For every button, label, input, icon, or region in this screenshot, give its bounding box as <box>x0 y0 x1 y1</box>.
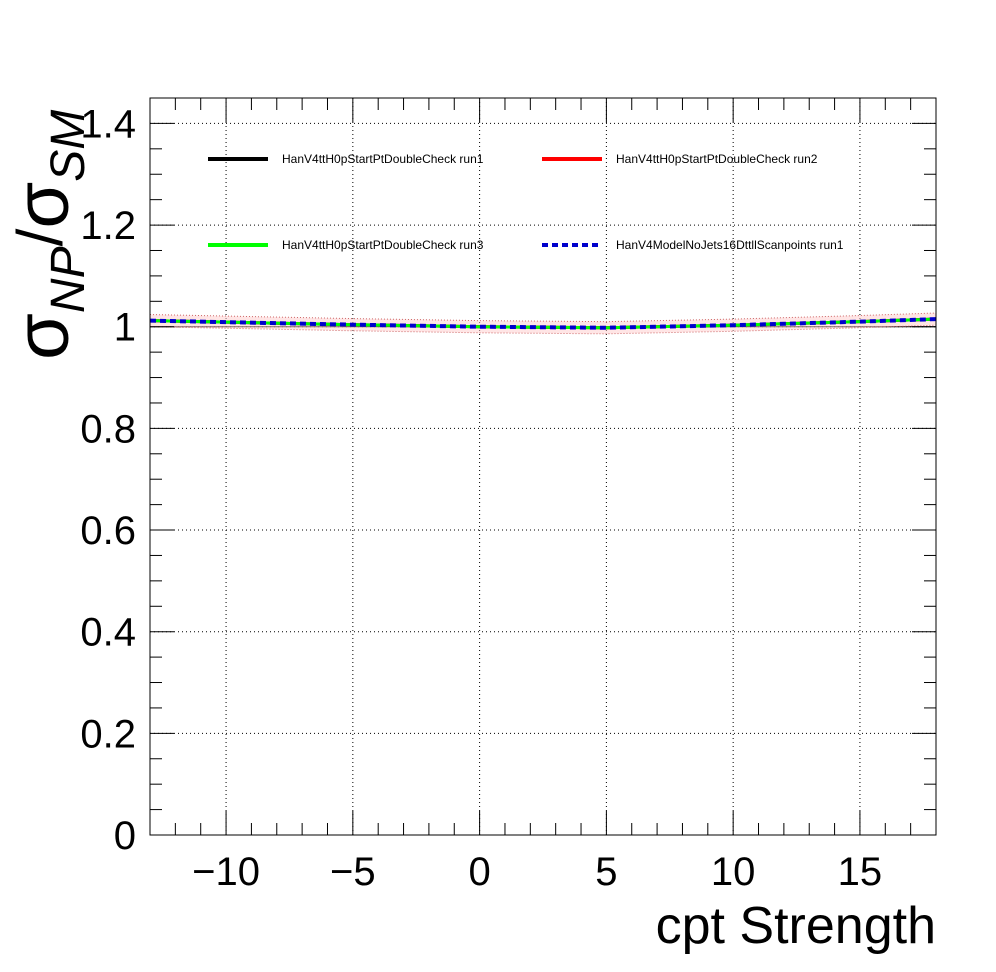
y-axis-title-sigma: σ <box>0 313 85 360</box>
x-tick-label: 0 <box>468 850 490 894</box>
y-axis-title-sep: / <box>4 228 76 246</box>
x-axis-title: cpt Strength <box>656 897 936 955</box>
y-axis-title-sm: SM <box>42 110 95 182</box>
y-tick-label: 0.8 <box>80 407 136 451</box>
series-line-4 <box>149 317 937 330</box>
y-tick-label: 1.2 <box>80 204 136 248</box>
plot-frame <box>149 97 937 836</box>
y-axis-title-sigma-2: σ <box>0 182 85 229</box>
x-tick-label: 10 <box>711 850 756 894</box>
x-tick-label: −5 <box>330 850 376 894</box>
svg-text:σNP/σSM: σNP/σSM <box>0 110 95 360</box>
y-tick-label: 0 <box>114 814 136 858</box>
series-lines <box>149 317 937 330</box>
x-tick-labels: −10 −5 0 5 10 15 <box>192 850 882 894</box>
legend-label-1: HanV4ttH0pStartPtDoubleCheck run1 <box>282 152 484 166</box>
legend: HanV4ttH0pStartPtDoubleCheck run1 HanV4tt… <box>208 152 844 252</box>
y-tick-label: 0.6 <box>80 509 136 553</box>
x-tick-label: −10 <box>192 850 260 894</box>
legend-label-4: HanV4ModelNoJets16DttllScanpoints run1 <box>616 238 844 252</box>
y-tick-labels: 0 0.2 0.4 0.6 0.8 1 1.2 1.4 <box>80 102 136 858</box>
y-tick-label: 1 <box>114 306 136 350</box>
y-axis-title: σNP/σSM <box>0 110 95 360</box>
y-tick-label: 0.4 <box>80 611 136 655</box>
legend-label-3: HanV4ttH0pStartPtDoubleCheck run3 <box>282 238 484 252</box>
x-tick-label: 15 <box>838 850 883 894</box>
x-tick-label: 5 <box>595 850 617 894</box>
y-tick-label: 1.4 <box>80 102 136 146</box>
axis-ticks <box>149 97 937 836</box>
legend-label-2: HanV4ttH0pStartPtDoubleCheck run2 <box>616 152 818 166</box>
y-tick-label: 0.2 <box>80 712 136 756</box>
y-axis-title-np: NP <box>42 246 95 313</box>
